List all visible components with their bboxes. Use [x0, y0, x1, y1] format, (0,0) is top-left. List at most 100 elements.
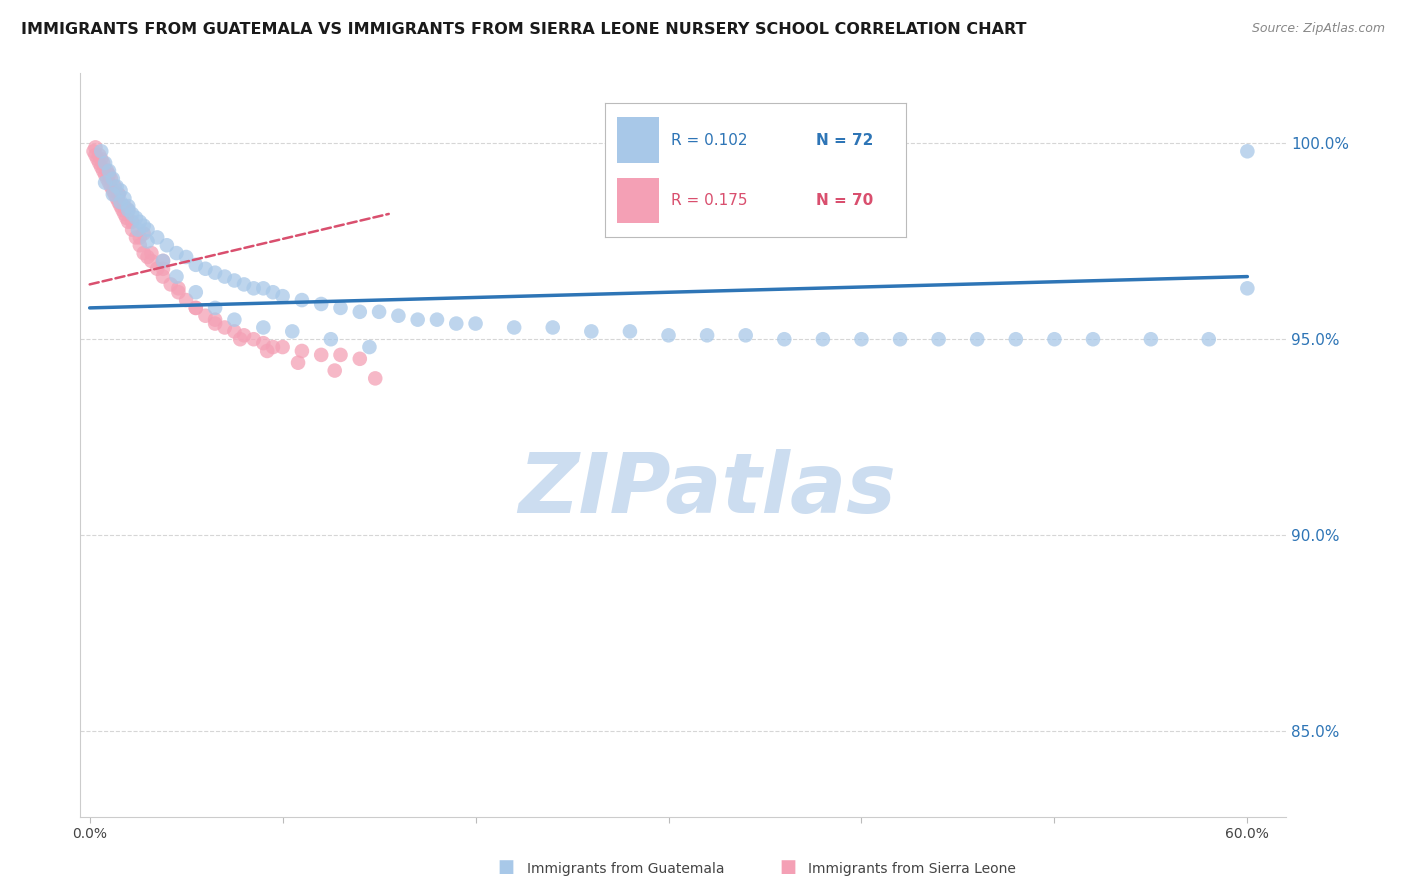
Point [132, 246, 155, 260]
Point [110, 199, 132, 213]
Point [117, 215, 139, 229]
Point [426, 312, 449, 326]
Point [214, 320, 236, 334]
Point [111, 202, 134, 217]
Point [233, 277, 256, 292]
Point [291, 343, 314, 358]
Point [184, 258, 207, 272]
Point [121, 222, 143, 236]
Point [242, 332, 264, 346]
Point [184, 301, 207, 315]
Point [174, 250, 197, 264]
Point [128, 238, 150, 252]
Point [100, 179, 122, 194]
Text: Immigrants from Sierra Leone: Immigrants from Sierra Leone [808, 862, 1017, 876]
Point [90, 152, 112, 166]
Point [309, 297, 332, 311]
Point [136, 235, 159, 249]
Point [166, 269, 188, 284]
Point [84, 148, 107, 162]
Point [110, 183, 132, 197]
Point [117, 199, 139, 213]
Point [105, 191, 128, 205]
Point [734, 328, 756, 343]
Point [90, 145, 112, 159]
Point [90, 160, 112, 174]
Point [696, 328, 718, 343]
Point [121, 215, 143, 229]
Point [406, 312, 429, 326]
Point [112, 207, 135, 221]
Text: ■: ■ [779, 858, 796, 876]
Point [503, 320, 526, 334]
Point [262, 340, 284, 354]
Point [166, 246, 188, 260]
Point [214, 269, 236, 284]
Point [152, 254, 174, 268]
Point [146, 230, 169, 244]
Point [98, 164, 121, 178]
Point [291, 293, 314, 307]
Point [1043, 332, 1066, 346]
Point [581, 325, 603, 339]
Point [107, 187, 129, 202]
Point [309, 348, 332, 362]
Point [89, 148, 111, 162]
Point [271, 340, 294, 354]
Point [889, 332, 911, 346]
Point [204, 312, 226, 326]
Point [121, 207, 143, 221]
Point [349, 305, 371, 319]
Text: Immigrants from Guatemala: Immigrants from Guatemala [527, 862, 724, 876]
Point [127, 222, 149, 236]
Point [107, 187, 129, 202]
Point [174, 293, 197, 307]
Point [96, 171, 118, 186]
Point [100, 171, 122, 186]
Point [104, 187, 127, 202]
Point [319, 332, 342, 346]
Point [657, 328, 679, 343]
Text: ■: ■ [498, 858, 515, 876]
Point [184, 301, 207, 315]
Point [233, 328, 256, 343]
Point [115, 211, 138, 225]
Point [252, 281, 274, 295]
Point [159, 277, 181, 292]
Point [84, 140, 107, 154]
Point [1140, 332, 1163, 346]
Point [152, 261, 174, 276]
Point [204, 317, 226, 331]
Point [271, 289, 294, 303]
Point [101, 183, 124, 197]
Point [229, 332, 252, 346]
Point [387, 309, 409, 323]
Point [152, 269, 174, 284]
Point [141, 254, 163, 268]
Point [329, 301, 352, 315]
Point [1236, 145, 1258, 159]
Point [1236, 281, 1258, 295]
Point [252, 320, 274, 334]
Point [1081, 332, 1104, 346]
Point [110, 195, 132, 210]
Point [446, 317, 468, 331]
Point [811, 332, 834, 346]
Point [98, 168, 121, 182]
Point [98, 176, 121, 190]
Point [112, 199, 135, 213]
Point [136, 222, 159, 236]
Point [619, 325, 641, 339]
Point [364, 371, 387, 385]
Point [194, 309, 217, 323]
Point [94, 168, 117, 182]
Point [281, 325, 304, 339]
Point [194, 261, 217, 276]
Point [86, 152, 108, 166]
Point [349, 351, 371, 366]
Point [136, 250, 159, 264]
Point [287, 356, 309, 370]
Point [359, 340, 381, 354]
Point [851, 332, 873, 346]
Point [928, 332, 950, 346]
